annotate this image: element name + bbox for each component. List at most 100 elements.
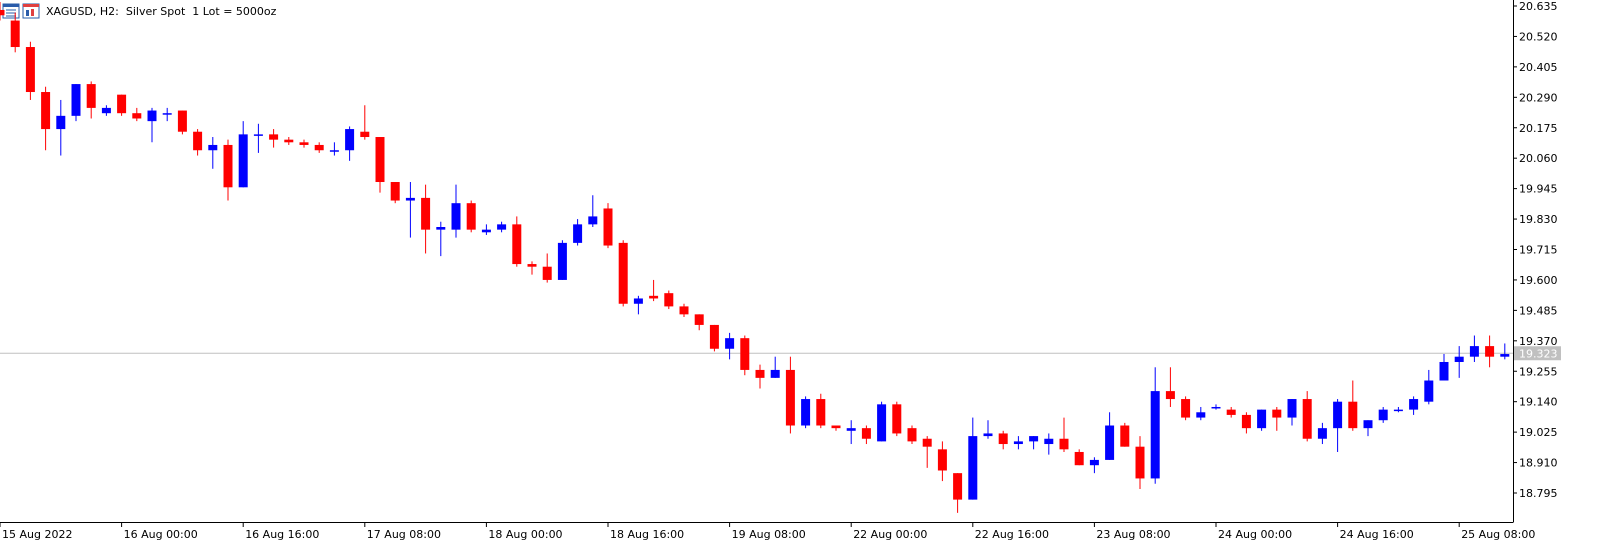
candle-body — [542, 266, 552, 280]
candle-body — [633, 298, 643, 304]
candle-body — [117, 94, 127, 114]
candle-body — [71, 84, 81, 116]
candle-body — [512, 224, 522, 265]
candle-body — [1013, 441, 1023, 445]
candle-body — [1029, 436, 1039, 442]
candle-body — [725, 338, 735, 349]
time-tick-label: 22 Aug 00:00 — [853, 528, 927, 541]
candle-body — [998, 433, 1008, 445]
candle-body — [1089, 459, 1099, 466]
candle-body — [223, 144, 233, 188]
candle-body — [1272, 409, 1282, 418]
candle-body — [147, 110, 157, 122]
time-tick-label: 18 Aug 16:00 — [610, 528, 684, 541]
candle-body — [922, 438, 932, 447]
candle-body — [679, 306, 689, 315]
candle-body — [1074, 451, 1084, 466]
time-tick-label: 19 Aug 08:00 — [732, 528, 806, 541]
candle-body — [1226, 409, 1236, 415]
time-tick-label: 17 Aug 08:00 — [367, 528, 441, 541]
candle-body — [25, 47, 35, 93]
candle-body — [238, 134, 248, 188]
candle-body — [801, 399, 811, 426]
candle-body — [573, 224, 583, 243]
candle-body — [1181, 399, 1191, 418]
candle-body — [329, 150, 339, 152]
price-tick-label: 18.910 — [1519, 457, 1558, 470]
candle-body — [557, 242, 567, 280]
data-window-icon[interactable] — [2, 3, 20, 19]
candle-body — [299, 142, 309, 145]
price-tick-label: 19.025 — [1519, 426, 1558, 439]
candle-body — [41, 92, 51, 130]
candle-body — [740, 338, 750, 370]
candle-body — [193, 131, 203, 151]
price-tick-label: 20.635 — [1519, 0, 1558, 13]
candle-body — [831, 425, 841, 429]
candle-body — [481, 229, 491, 233]
candle-body — [314, 144, 324, 151]
price-tick-label: 19.255 — [1519, 365, 1558, 378]
candle-body — [770, 369, 780, 378]
candle-body — [451, 203, 461, 230]
price-tick-label: 19.830 — [1519, 213, 1558, 226]
candle-body — [360, 131, 370, 138]
candle-body — [162, 113, 172, 115]
time-tick-label: 22 Aug 16:00 — [975, 528, 1049, 541]
candle-body — [421, 197, 431, 230]
candle-body — [1469, 346, 1479, 357]
candle-body — [1317, 428, 1327, 439]
candle-body — [1485, 346, 1495, 357]
candle-body — [755, 369, 765, 378]
candle-body — [937, 449, 947, 471]
candle-body — [1302, 399, 1312, 439]
candle-body — [1424, 380, 1434, 402]
candle-body — [1150, 391, 1160, 479]
current-price-label-bg — [1514, 346, 1561, 361]
candle-body — [345, 129, 355, 151]
candle-body — [436, 227, 446, 230]
candle-body — [709, 324, 719, 349]
candle-body — [1196, 412, 1206, 418]
candle-body — [1241, 414, 1251, 429]
candle-body — [1500, 354, 1510, 357]
candle-body — [1120, 425, 1130, 447]
candle-body — [861, 428, 871, 439]
time-tick-label: 24 Aug 16:00 — [1340, 528, 1414, 541]
candle-body — [694, 314, 704, 325]
candle-body — [816, 399, 826, 426]
price-tick-label: 18.795 — [1519, 487, 1558, 500]
candle-body — [390, 182, 400, 201]
candle-body — [375, 137, 385, 183]
price-tick-label: 19.945 — [1519, 183, 1558, 196]
chart-properties-icon[interactable] — [22, 3, 40, 19]
candle-body — [1378, 409, 1388, 421]
candle-body — [497, 224, 507, 230]
price-tick-label: 19.715 — [1519, 244, 1558, 257]
candle-body — [253, 134, 263, 136]
candle-body — [877, 404, 887, 442]
price-tick-label: 20.290 — [1519, 91, 1558, 104]
candle-body — [968, 436, 978, 500]
price-tick-label: 20.405 — [1519, 61, 1558, 74]
candle-body — [1333, 401, 1343, 429]
candle-body — [1287, 399, 1297, 418]
candle-body — [101, 107, 111, 114]
candle-body — [10, 20, 20, 48]
price-tick-label: 19.140 — [1519, 396, 1558, 409]
candle-body — [603, 208, 613, 246]
price-tick-label: 20.060 — [1519, 152, 1558, 165]
time-tick-label: 24 Aug 00:00 — [1218, 528, 1292, 541]
candle-body — [1454, 356, 1464, 362]
candle-body — [1348, 401, 1358, 429]
candle-body — [56, 115, 66, 130]
price-tick-label: 20.520 — [1519, 30, 1558, 43]
candle-body — [953, 473, 963, 500]
current-price-label: 19.323 — [1519, 347, 1558, 360]
candle-body — [1393, 409, 1403, 412]
candle-body — [1044, 438, 1054, 445]
candle-body — [132, 113, 142, 119]
candle-body — [846, 428, 856, 431]
